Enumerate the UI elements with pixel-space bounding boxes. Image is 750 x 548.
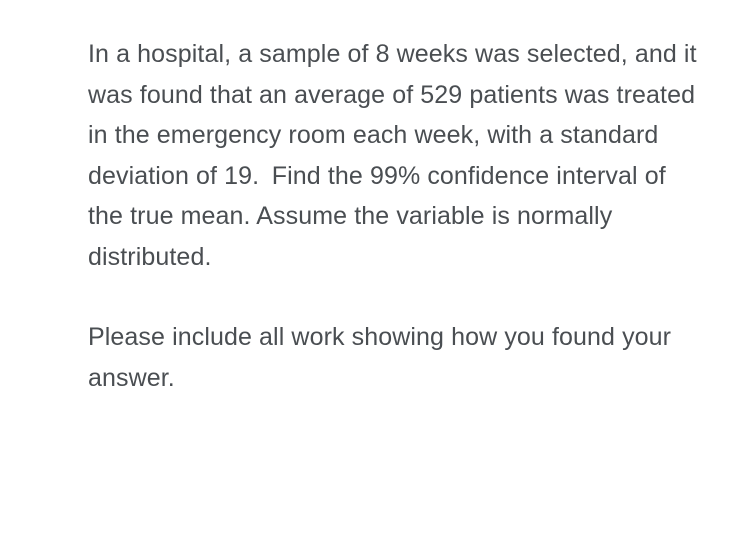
problem-statement: In a hospital, a sample of 8 weeks was s…	[88, 34, 700, 277]
instruction-text: Please include all work showing how you …	[88, 317, 700, 398]
